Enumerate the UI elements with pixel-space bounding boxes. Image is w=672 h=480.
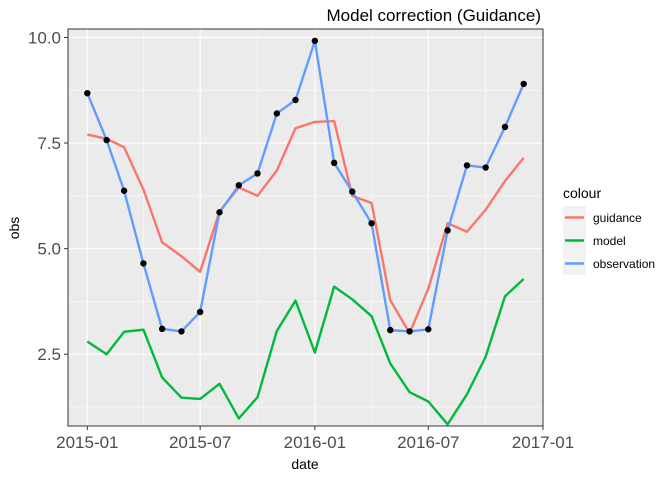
- y-axis: 2.5 5.0 7.5 10.0: [28, 28, 68, 364]
- legend-label-observation: observation: [593, 257, 655, 271]
- observation-point: [84, 89, 91, 97]
- observation-point: [406, 328, 413, 335]
- observation-point: [103, 136, 110, 144]
- series-line-observation: [86, 39, 525, 333]
- observation-point: [520, 80, 527, 88]
- y-tick-label: 10.0: [28, 28, 61, 47]
- series-line-model: [86, 278, 525, 426]
- x-tick-label: 2017-01: [512, 433, 574, 452]
- y-tick-label: 5.0: [37, 240, 61, 259]
- observation-point: [368, 220, 375, 227]
- observation-point: [425, 326, 432, 333]
- legend: colour guidance model observation: [563, 185, 655, 275]
- x-axis: 2015-01 2015-07 2016-01 2016-07 2017-01: [56, 426, 574, 452]
- plot-panel: [68, 29, 543, 426]
- observation-point: [482, 164, 489, 171]
- observation-point: [444, 227, 451, 234]
- x-axis-title: date: [291, 456, 318, 472]
- chart-title: Model correction (Guidance): [327, 6, 541, 25]
- plot-border: [67, 28, 544, 427]
- grid-major: [68, 29, 544, 426]
- observation-points: [84, 37, 527, 335]
- observation-point: [349, 188, 356, 195]
- legend-label-guidance: guidance: [593, 211, 642, 225]
- observation-point: [216, 209, 223, 216]
- observation-point: [158, 325, 166, 333]
- observation-point: [311, 37, 319, 45]
- legend-label-model: model: [593, 234, 626, 248]
- observation-point: [196, 308, 204, 316]
- x-tick-label: 2015-01: [56, 433, 118, 452]
- y-axis-title: obs: [6, 217, 22, 240]
- observation-point: [140, 260, 147, 267]
- series-lines: [86, 39, 525, 426]
- observation-point: [330, 159, 338, 167]
- observation-point: [387, 326, 394, 334]
- observation-point: [273, 110, 281, 117]
- observation-point: [292, 96, 299, 104]
- observation-point: [501, 123, 509, 131]
- x-tick-label: 2015-07: [169, 433, 231, 452]
- observation-point: [178, 328, 185, 335]
- observation-point: [254, 170, 261, 177]
- y-tick-label: 2.5: [37, 345, 61, 364]
- observation-point: [120, 187, 128, 194]
- observation-point: [463, 162, 471, 169]
- grid-minor: [68, 29, 543, 426]
- y-tick-label: 7.5: [37, 134, 61, 153]
- legend-title: colour: [563, 185, 601, 201]
- x-tick-label: 2016-07: [397, 433, 459, 452]
- observation-point: [235, 182, 243, 189]
- x-tick-label: 2016-01: [284, 433, 346, 452]
- series-line-guidance: [87, 119, 525, 335]
